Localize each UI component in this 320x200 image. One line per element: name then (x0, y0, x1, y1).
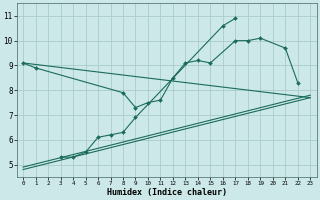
X-axis label: Humidex (Indice chaleur): Humidex (Indice chaleur) (107, 188, 227, 197)
